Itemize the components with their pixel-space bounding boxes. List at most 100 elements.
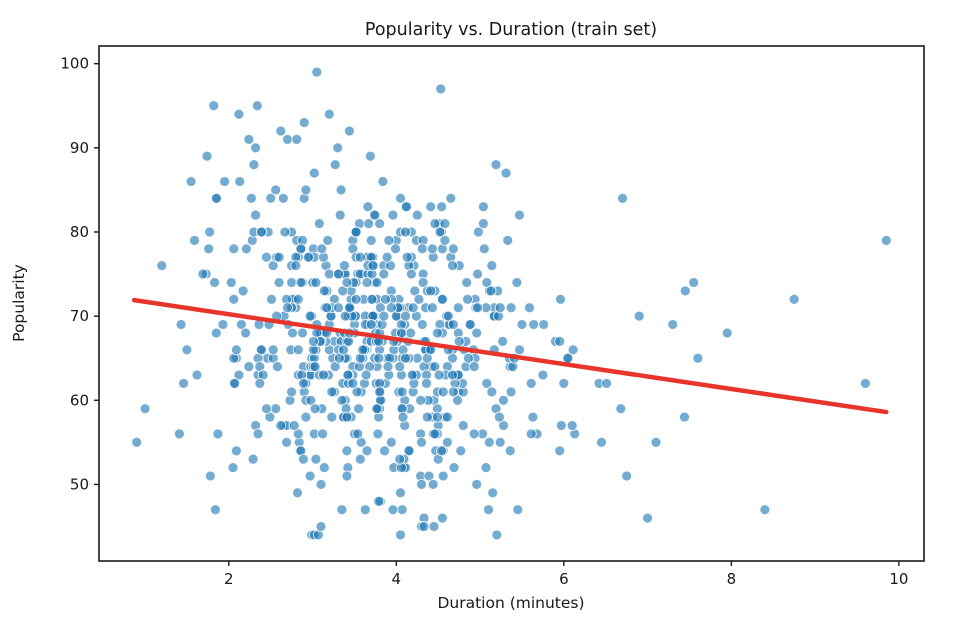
scatter-point — [307, 335, 319, 347]
scatter-point — [462, 352, 474, 364]
scatter-point — [191, 369, 203, 381]
scatter-point — [562, 352, 574, 364]
scatter-point — [472, 268, 484, 280]
scatter-point — [494, 436, 506, 448]
scatter-point — [400, 310, 411, 322]
scatter-point — [483, 436, 495, 448]
scatter-point — [859, 377, 871, 389]
scatter-point — [245, 192, 257, 204]
scatter-point — [403, 445, 415, 457]
scatter-point — [341, 277, 353, 288]
scatter-point — [554, 445, 566, 457]
scatter-point — [315, 478, 327, 490]
scatter-point — [275, 420, 287, 431]
scatter-point — [394, 361, 406, 373]
scatter-point — [447, 386, 459, 398]
x-tick-label: 8 — [727, 570, 737, 588]
scatter-point — [273, 251, 285, 263]
scatter-point — [185, 176, 197, 187]
scatter-point — [447, 369, 458, 381]
scatter-point — [247, 453, 259, 465]
scatter-point — [273, 277, 285, 288]
x-tick-label: 10 — [889, 570, 908, 588]
scatter-point — [300, 184, 312, 196]
scatter-point — [372, 428, 384, 440]
scatter-point — [514, 344, 525, 356]
scatter-point — [500, 167, 512, 179]
scatter-point — [378, 310, 390, 322]
scatter-point — [491, 529, 503, 541]
scatter-point — [230, 344, 242, 356]
scatter-point — [379, 293, 391, 305]
scatter-point — [341, 411, 353, 423]
scatter-point — [395, 529, 406, 541]
scatter-point — [311, 66, 323, 78]
scatter-point — [204, 226, 216, 238]
scatter-point — [468, 428, 480, 440]
scatter-point — [350, 293, 362, 305]
scatter-point — [493, 411, 505, 423]
scatter-point — [400, 226, 411, 238]
scatter-point — [343, 302, 355, 314]
regression-line — [131, 297, 889, 415]
scatter-point — [447, 319, 459, 330]
y-tick-label: 100 — [60, 55, 89, 73]
scatter-point — [235, 319, 247, 330]
scatter-point — [621, 470, 633, 482]
scatter-point — [266, 293, 277, 305]
scatter-point — [373, 352, 385, 364]
scatter-point — [362, 201, 374, 213]
axis-ticks-layer: 2 4 6 8 10 50 60 70 80 90 100 — [60, 55, 908, 588]
scatter-point — [688, 277, 700, 288]
scatter-point — [291, 133, 303, 145]
chart-title: Popularity vs. Duration (train set) — [365, 20, 657, 40]
scatter-point — [555, 293, 566, 305]
scatter-point — [468, 361, 480, 373]
x-axis-label: Duration (minutes) — [437, 594, 584, 612]
scatter-point — [350, 226, 362, 238]
scatter-point — [173, 428, 185, 440]
scatter-point — [363, 218, 375, 230]
scatter-point — [437, 470, 449, 482]
scatter-point — [396, 504, 408, 516]
scatter-point — [555, 420, 567, 431]
scatter-point — [204, 470, 216, 482]
scatter-point — [537, 369, 549, 381]
scatter-point — [250, 209, 262, 221]
scatter-point — [667, 319, 679, 330]
scatter-point — [338, 344, 350, 356]
scatter-point — [178, 377, 190, 389]
scatter-point — [271, 361, 283, 373]
scatter-point — [287, 327, 298, 339]
scatter-point — [436, 293, 448, 305]
scatter-point — [433, 369, 445, 381]
scatter-point — [209, 277, 221, 288]
scatter-point — [407, 302, 419, 314]
scatter-point — [400, 201, 412, 213]
scatter-point — [210, 192, 222, 204]
scatter-point — [270, 184, 282, 196]
scatter-point — [373, 495, 385, 507]
scatter-point — [233, 108, 245, 120]
scatter-point — [445, 192, 457, 204]
scatter-point — [309, 403, 321, 415]
scatter-point — [210, 327, 222, 339]
scatter-point — [421, 411, 433, 423]
scatter-point — [642, 512, 654, 524]
scatter-point — [525, 428, 537, 440]
scatter-point — [261, 403, 272, 415]
y-tick-label: 80 — [70, 223, 89, 241]
scatter-point — [353, 403, 365, 415]
scatter-point — [217, 319, 229, 330]
scatter-point — [448, 462, 460, 474]
scatter-point — [426, 243, 438, 255]
scatter-point — [505, 302, 517, 314]
scatter-point — [209, 504, 221, 516]
scatter-point — [480, 462, 492, 474]
scatter-point — [505, 386, 517, 398]
scatter-point — [439, 234, 451, 246]
scatter-point — [338, 260, 350, 272]
scatter-point — [304, 470, 316, 482]
scatter-point — [326, 386, 338, 398]
scatter-point — [286, 386, 298, 398]
